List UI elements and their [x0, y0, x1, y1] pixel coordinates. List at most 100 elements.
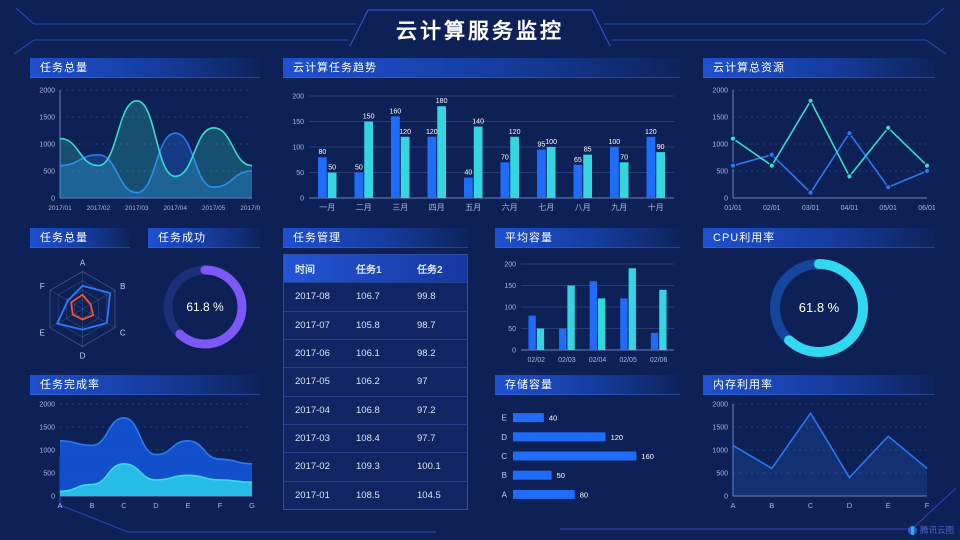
svg-text:B: B	[120, 282, 125, 291]
svg-text:500: 500	[716, 471, 728, 478]
svg-text:1000: 1000	[712, 448, 728, 455]
svg-text:G: G	[249, 501, 255, 510]
svg-text:120: 120	[645, 129, 657, 136]
memory-usage-line-chart: 0 500 1000 1500 2000 A B C D E F	[712, 402, 930, 511]
svg-text:04/01: 04/01	[841, 205, 859, 212]
table-cell: 2017-07	[295, 319, 330, 331]
svg-text:1500: 1500	[712, 115, 728, 122]
table-row: 2017-04 106.8 97.2	[284, 395, 467, 424]
svg-text:120: 120	[611, 433, 624, 442]
svg-text:05/01: 05/01	[879, 205, 897, 212]
svg-text:B: B	[502, 471, 507, 480]
svg-text:80: 80	[580, 490, 588, 499]
svg-text:E: E	[185, 501, 190, 510]
table-cell: 2017-03	[295, 433, 330, 445]
table-cell: 99.8	[417, 291, 436, 303]
svg-text:D: D	[80, 352, 86, 361]
svg-text:06/01: 06/01	[918, 205, 935, 212]
svg-text:150: 150	[504, 283, 516, 290]
svg-text:50: 50	[328, 165, 336, 172]
svg-text:160: 160	[641, 452, 654, 461]
svg-text:40: 40	[464, 170, 472, 177]
table-row: 2017-02 109.3 100.1	[284, 452, 467, 480]
svg-text:2000: 2000	[39, 88, 55, 95]
svg-text:四月: 四月	[429, 203, 445, 212]
svg-text:200: 200	[504, 262, 516, 269]
svg-text:E: E	[886, 501, 891, 510]
total-resources-line-chart: 0 500 1000 1500 2000 01/01 02/01 03/01 04/01 05/0…	[712, 88, 935, 213]
panel-title-task-radar: 任务总量	[30, 228, 130, 248]
svg-text:0: 0	[724, 196, 728, 203]
table-cell: 98.2	[417, 348, 436, 360]
svg-text:A: A	[502, 490, 508, 499]
svg-text:0: 0	[300, 196, 304, 203]
table-header-cell: 时间	[295, 265, 315, 277]
svg-text:50: 50	[296, 170, 304, 177]
table-cell: 97	[417, 376, 428, 388]
table-row: 2017-07 105.8 98.7	[284, 310, 467, 339]
panel-title-cpu-usage: CPU利用率	[703, 228, 935, 248]
panel-title-task-success: 任务成功	[148, 228, 260, 248]
svg-text:50: 50	[508, 326, 516, 333]
table-cell: 97.2	[417, 404, 436, 416]
svg-text:D: D	[501, 433, 507, 442]
svg-text:0: 0	[724, 494, 728, 501]
svg-text:40: 40	[549, 414, 557, 423]
svg-text:150: 150	[292, 119, 304, 126]
svg-text:E: E	[502, 414, 507, 423]
svg-text:2017/04: 2017/04	[163, 205, 187, 212]
svg-text:61.8 %: 61.8 %	[799, 300, 840, 315]
svg-text:2017/01: 2017/01	[48, 205, 72, 212]
panel-title-task-trend: 云计算任务趋势	[283, 58, 680, 78]
svg-text:100: 100	[545, 139, 557, 146]
panel-title-task-management: 任务管理	[283, 228, 468, 248]
panel-title-task-total-top: 任务总量	[30, 58, 260, 78]
svg-text:65: 65	[574, 157, 582, 164]
svg-text:2017/02: 2017/02	[87, 205, 111, 212]
table-cell: 108.5	[356, 489, 380, 501]
svg-text:95: 95	[537, 142, 545, 149]
table-row: 2017-03 108.4 97.7	[284, 423, 467, 452]
panel-title-storage: 存储容量	[495, 375, 680, 395]
svg-text:E: E	[40, 328, 45, 337]
svg-text:2000: 2000	[712, 402, 728, 409]
svg-text:D: D	[847, 501, 853, 510]
svg-text:A: A	[80, 259, 86, 268]
panel-title-completion-rate: 任务完成率	[30, 375, 260, 395]
svg-text:120: 120	[509, 129, 521, 136]
svg-text:A: A	[730, 501, 735, 510]
svg-text:五月: 五月	[465, 203, 481, 212]
svg-text:F: F	[925, 501, 930, 510]
svg-text:三月: 三月	[392, 203, 408, 212]
svg-text:03/01: 03/01	[802, 205, 820, 212]
panel-title-total-resources: 云计算总资源	[703, 58, 935, 78]
table-row: 2017-06 106.1 98.2	[284, 338, 467, 367]
svg-text:0: 0	[51, 494, 55, 501]
svg-text:180: 180	[436, 98, 448, 105]
svg-text:B: B	[89, 501, 94, 510]
svg-text:02/02: 02/02	[528, 357, 546, 364]
svg-text:1500: 1500	[39, 425, 55, 432]
table-header-cell: 任务1	[356, 265, 382, 277]
svg-text:A: A	[57, 501, 62, 510]
task-total-area-chart: 0 500 1000 1500 2000 2017/01 2017/02 2017/03 201…	[39, 88, 260, 213]
svg-text:二月: 二月	[356, 203, 372, 212]
svg-text:2000: 2000	[39, 402, 55, 409]
table-cell: 2017-06	[295, 348, 330, 360]
table-cell: 100.1	[417, 461, 441, 473]
svg-text:02/04: 02/04	[589, 357, 607, 364]
svg-text:120: 120	[426, 129, 438, 136]
task-total-radar-chart: A B C D E F	[40, 259, 126, 361]
svg-text:100: 100	[609, 139, 621, 146]
svg-text:九月: 九月	[611, 203, 627, 212]
table-cell: 106.1	[356, 348, 380, 360]
panel-title-memory-usage: 内存利用率	[703, 375, 935, 395]
svg-text:八月: 八月	[575, 203, 591, 212]
svg-text:100: 100	[504, 305, 516, 312]
svg-text:一月: 一月	[319, 203, 335, 212]
svg-text:80: 80	[318, 149, 326, 156]
svg-text:十月: 十月	[648, 202, 664, 212]
tencent-yuntu-watermark: 腾讯云图	[907, 524, 954, 536]
task-table: 时间 任务1 任务2 2017-08 106.7 99.8 2017-07 105.8 98.7…	[283, 254, 468, 510]
table-cell: 108.4	[356, 433, 380, 445]
